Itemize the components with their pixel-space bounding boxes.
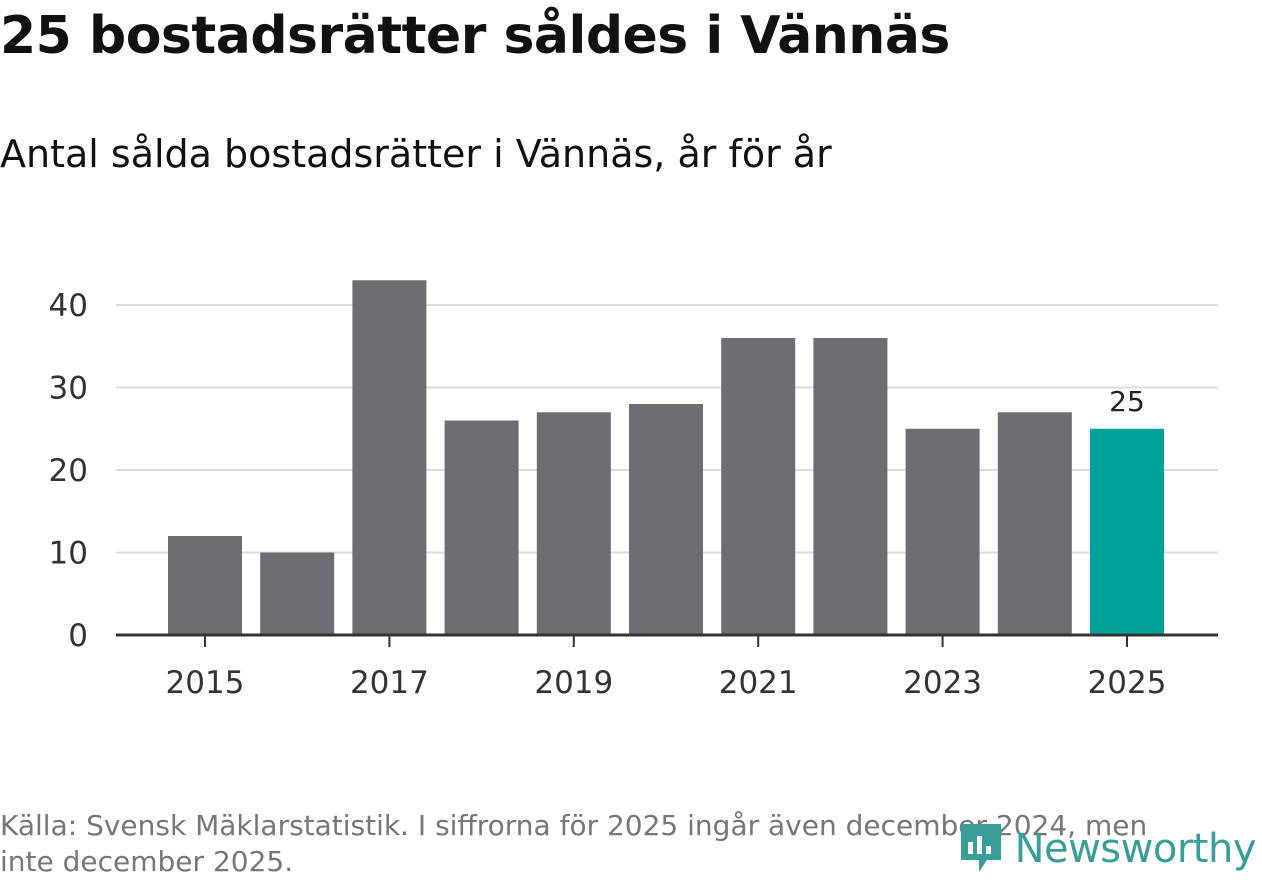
x-tick-label: 2019 [534, 665, 613, 701]
bar-2015 [168, 536, 242, 635]
data-label-2025: 25 [1109, 385, 1145, 418]
bar-chart: 0 10 20 30 40 2015 2017 2019 2021 2023 2025 25 [49, 280, 1218, 701]
x-tick-label: 2017 [350, 665, 429, 701]
y-tick-label: 40 [49, 288, 88, 324]
bar-2024 [997, 412, 1072, 635]
brand-name: Newsworthy [1014, 826, 1257, 872]
bar-2025 [1090, 428, 1164, 635]
bar-2023 [905, 428, 980, 635]
bar-2017 [352, 280, 427, 635]
y-tick-label: 20 [49, 453, 88, 489]
newsworthy-logo-icon [960, 824, 1001, 872]
chart-title: 25 bostadsrätter såldes i Vännäs [0, 6, 950, 66]
bar-2020 [629, 404, 703, 635]
y-tick-label: 30 [49, 371, 88, 407]
y-tick-label: 0 [68, 618, 88, 654]
y-tick-label: 10 [49, 536, 88, 572]
source-note: Källa: Svensk Mäklarstatistik. I siffror… [0, 809, 1148, 878]
x-tick-label: 2023 [903, 665, 982, 701]
bar-2019 [536, 412, 611, 635]
bar-2016 [260, 552, 335, 635]
newsworthy-brand: Newsworthy [957, 820, 1257, 878]
x-tick-label: 2025 [1088, 665, 1167, 701]
chart-subtitle: Antal sålda bostadsrätter i Vännäs, år f… [0, 132, 832, 176]
bar-2021 [721, 338, 796, 635]
x-tick-label: 2015 [166, 665, 245, 701]
x-tick-label: 2021 [719, 665, 798, 701]
bar-2022 [813, 338, 888, 635]
bar-2018 [444, 420, 519, 635]
